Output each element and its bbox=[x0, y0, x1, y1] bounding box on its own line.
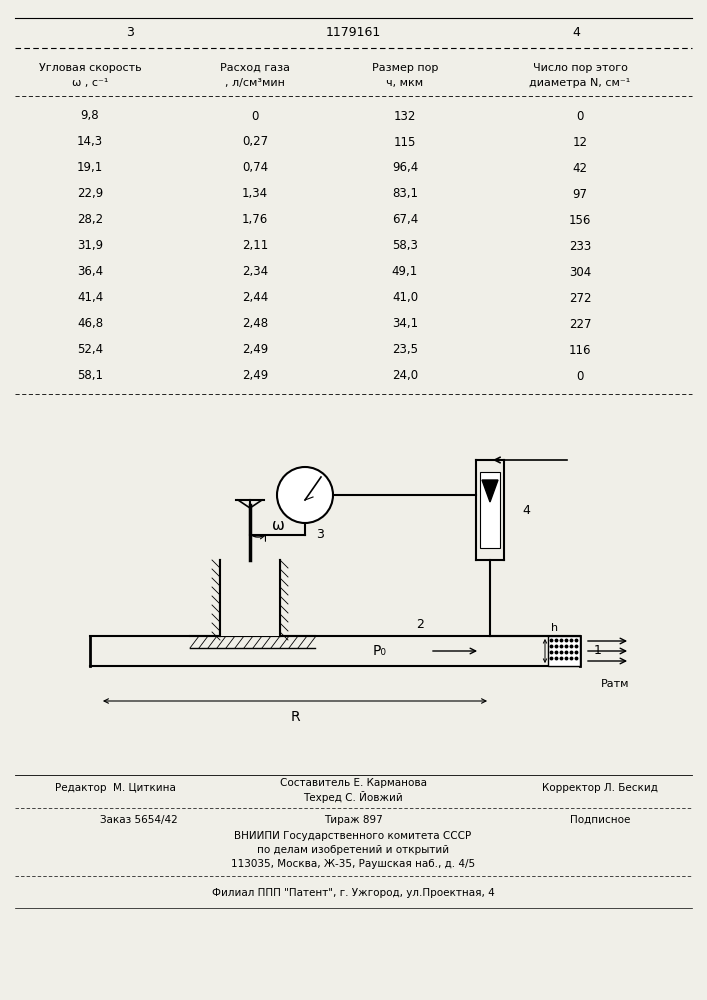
Text: 1,76: 1,76 bbox=[242, 214, 268, 227]
Text: 2,49: 2,49 bbox=[242, 344, 268, 357]
Text: 116: 116 bbox=[568, 344, 591, 357]
Text: , л/см³мин: , л/см³мин bbox=[225, 78, 285, 88]
Text: 23,5: 23,5 bbox=[392, 344, 418, 357]
Text: 22,9: 22,9 bbox=[77, 188, 103, 200]
Text: 304: 304 bbox=[569, 265, 591, 278]
Circle shape bbox=[277, 467, 333, 523]
Text: 1: 1 bbox=[594, 645, 602, 658]
Bar bbox=[220, 560, 280, 636]
Text: 272: 272 bbox=[568, 292, 591, 304]
Text: R: R bbox=[290, 710, 300, 724]
Text: Филиал ППП "Патент", г. Ужгород, ул.Проектная, 4: Филиал ППП "Патент", г. Ужгород, ул.Прое… bbox=[211, 888, 494, 898]
Text: ω , с⁻¹: ω , с⁻¹ bbox=[72, 78, 108, 88]
Bar bbox=[548, 636, 580, 666]
Text: 113035, Москва, Ж-35, Раушская наб., д. 4/5: 113035, Москва, Ж-35, Раушская наб., д. … bbox=[231, 859, 475, 869]
Text: Заказ 5654/42: Заказ 5654/42 bbox=[100, 815, 177, 825]
Text: Число пор этого: Число пор этого bbox=[532, 63, 627, 73]
Text: 41,0: 41,0 bbox=[392, 292, 418, 304]
Text: ч, мкм: ч, мкм bbox=[387, 78, 423, 88]
Text: 0: 0 bbox=[576, 109, 584, 122]
Text: 34,1: 34,1 bbox=[392, 318, 418, 330]
Text: 4: 4 bbox=[522, 504, 530, 516]
Text: 19,1: 19,1 bbox=[77, 161, 103, 174]
Text: 83,1: 83,1 bbox=[392, 188, 418, 200]
Text: 36,4: 36,4 bbox=[77, 265, 103, 278]
Text: 24,0: 24,0 bbox=[392, 369, 418, 382]
Text: 14,3: 14,3 bbox=[77, 135, 103, 148]
Text: 0: 0 bbox=[251, 109, 259, 122]
Text: Техред С. Йовжий: Техред С. Йовжий bbox=[303, 791, 403, 803]
Text: 97: 97 bbox=[573, 188, 588, 200]
Text: 96,4: 96,4 bbox=[392, 161, 418, 174]
Text: Редактор  М. Циткина: Редактор М. Циткина bbox=[54, 783, 175, 793]
Text: 2,48: 2,48 bbox=[242, 318, 268, 330]
Text: 31,9: 31,9 bbox=[77, 239, 103, 252]
Text: 2,49: 2,49 bbox=[242, 369, 268, 382]
Text: 1,34: 1,34 bbox=[242, 188, 268, 200]
Text: Размер пор: Размер пор bbox=[372, 63, 438, 73]
Text: по делам изобретений и открытий: по делам изобретений и открытий bbox=[257, 845, 449, 855]
Text: 12: 12 bbox=[573, 135, 588, 148]
Text: Расход газа: Расход газа bbox=[220, 63, 290, 73]
Text: Корректор Л. Бескид: Корректор Л. Бескид bbox=[542, 783, 658, 793]
Text: 3: 3 bbox=[316, 528, 324, 542]
Text: Составитель Е. Карманова: Составитель Е. Карманова bbox=[279, 778, 426, 788]
Text: 233: 233 bbox=[569, 239, 591, 252]
Text: 28,2: 28,2 bbox=[77, 214, 103, 227]
Text: 58,1: 58,1 bbox=[77, 369, 103, 382]
Text: 2,34: 2,34 bbox=[242, 265, 268, 278]
Text: 46,8: 46,8 bbox=[77, 318, 103, 330]
Text: Подписное: Подписное bbox=[570, 815, 630, 825]
Text: 227: 227 bbox=[568, 318, 591, 330]
Text: 52,4: 52,4 bbox=[77, 344, 103, 357]
Text: 2,44: 2,44 bbox=[242, 292, 268, 304]
Text: ω: ω bbox=[272, 518, 285, 532]
Text: 49,1: 49,1 bbox=[392, 265, 418, 278]
Text: 0,74: 0,74 bbox=[242, 161, 268, 174]
Text: 2: 2 bbox=[416, 617, 424, 631]
Text: 3: 3 bbox=[126, 25, 134, 38]
Text: 2,11: 2,11 bbox=[242, 239, 268, 252]
Text: 41,4: 41,4 bbox=[77, 292, 103, 304]
Text: 0: 0 bbox=[576, 369, 584, 382]
Text: ВНИИПИ Государственного комитета СССР: ВНИИПИ Государственного комитета СССР bbox=[235, 831, 472, 841]
Text: 4: 4 bbox=[572, 25, 580, 38]
Text: 115: 115 bbox=[394, 135, 416, 148]
Polygon shape bbox=[482, 480, 498, 502]
Text: 156: 156 bbox=[569, 214, 591, 227]
Text: 0,27: 0,27 bbox=[242, 135, 268, 148]
Text: P₀: P₀ bbox=[373, 644, 387, 658]
Text: 58,3: 58,3 bbox=[392, 239, 418, 252]
Text: 67,4: 67,4 bbox=[392, 214, 418, 227]
Text: 9,8: 9,8 bbox=[81, 109, 99, 122]
Bar bbox=[480, 472, 500, 548]
Text: 1179161: 1179161 bbox=[325, 25, 380, 38]
Text: Ратм: Ратм bbox=[601, 679, 629, 689]
Text: 132: 132 bbox=[394, 109, 416, 122]
Text: h: h bbox=[551, 623, 559, 633]
Text: диаметра N, см⁻¹: диаметра N, см⁻¹ bbox=[530, 78, 631, 88]
Text: 42: 42 bbox=[573, 161, 588, 174]
Text: Угловая скорость: Угловая скорость bbox=[39, 63, 141, 73]
Text: Тираж 897: Тираж 897 bbox=[324, 815, 382, 825]
